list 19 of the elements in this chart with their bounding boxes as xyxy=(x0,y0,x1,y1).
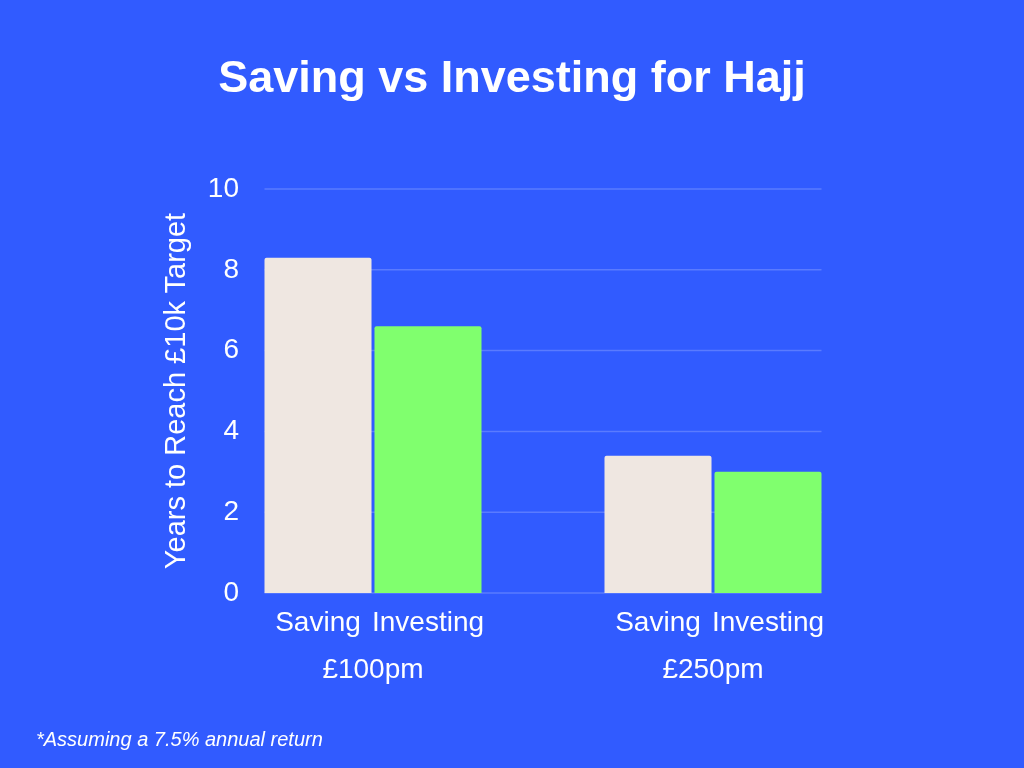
x-tick-label: £250pm xyxy=(662,652,764,684)
y-tick-label: 10 xyxy=(207,171,239,203)
bar xyxy=(264,257,372,593)
y-axis-title: Years to Reach £10k Target xyxy=(159,212,191,570)
y-tick-label: 6 xyxy=(223,333,239,365)
y-tick-label: 2 xyxy=(223,494,239,526)
series-label: Investing xyxy=(371,605,485,637)
text: Saving xyxy=(615,605,701,637)
y-tick-label: 4 xyxy=(223,414,239,446)
bar xyxy=(374,326,482,593)
chart-title: Saving vs Investing for Hajj xyxy=(217,50,807,104)
bar xyxy=(714,471,822,593)
text: Investing xyxy=(711,605,825,637)
y-tick-label: 8 xyxy=(223,252,239,284)
y-tick-label: 0 xyxy=(223,575,239,607)
text: *Assuming a 7.5% annual return xyxy=(36,727,323,752)
series-label: Saving xyxy=(275,605,361,637)
x-tick-label: £100pm xyxy=(322,652,424,684)
bar xyxy=(604,455,712,593)
